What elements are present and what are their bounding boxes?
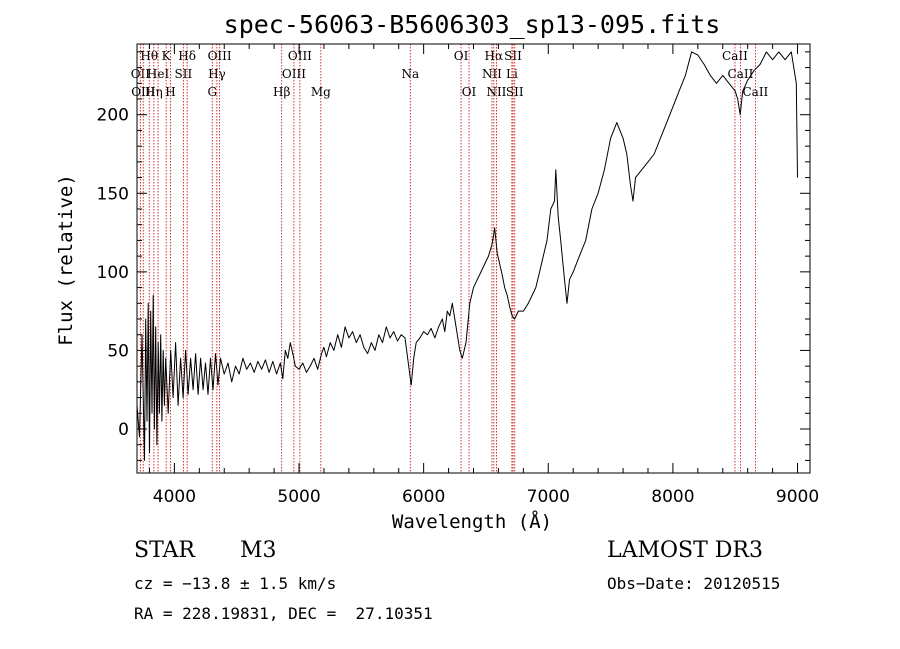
line-marker-label: CaII (742, 85, 768, 99)
line-marker-label: H (165, 85, 175, 99)
line-marker-label: Hγ (208, 67, 226, 81)
x-axis: 4000 5000 6000 7000 8000 9000 (148, 44, 819, 507)
spectrum-series (136, 51, 798, 461)
line-marker-label: K (162, 49, 172, 63)
x-tick-label: 4000 (153, 487, 196, 507)
x-tick-label: 5000 (277, 487, 320, 507)
survey-name: LAMOST DR3 (607, 538, 763, 563)
chart-title: spec-56063-B5606303_sp13-095.fits (224, 10, 721, 39)
line-marker-label: Na (401, 67, 419, 81)
line-marker-label: OIII (208, 49, 232, 63)
x-tick-label: 8000 (651, 487, 694, 507)
y-tick-label: 150 (97, 184, 129, 204)
line-marker-label: OI (462, 85, 477, 99)
line-marker-label: SII (504, 49, 522, 63)
plot-frame (136, 43, 811, 474)
y-tick-label: 200 (97, 106, 129, 126)
line-marker-label: OII (131, 67, 151, 81)
y-axis: 0 50 100 150 200 (97, 51, 810, 461)
line-marker-label: G (207, 85, 217, 99)
line-marker-label: OI (454, 49, 469, 63)
y-axis-label: Flux (relative) (55, 174, 77, 346)
line-marker-label: NII (486, 85, 506, 99)
y-tick-label: 100 (97, 263, 129, 283)
observation-date: Obs−Date: 20120515 (607, 574, 781, 593)
spectrum-series-group (136, 51, 798, 461)
line-marker-label: OIII (288, 49, 312, 63)
line-marker-label: Hβ (273, 85, 290, 99)
coordinates: RA = 228.19831, DEC = 27.10351 (134, 604, 433, 623)
line-marker-label: CaII (722, 49, 748, 63)
line-marker-label: HeI (147, 67, 170, 81)
x-axis-label: Wavelength (Å) (392, 510, 552, 533)
object-subclass: M3 (240, 538, 277, 563)
y-tick-label: 50 (107, 341, 129, 361)
line-marker-label: Li (506, 67, 518, 81)
line-marker-label: SII (506, 85, 524, 99)
redshift-info: cz = −13.8 ± 1.5 km/s (134, 574, 337, 593)
line-marker-label: Hα (485, 49, 504, 63)
line-marker-label: OIII (282, 67, 306, 81)
line-marker-label: Hθ (140, 49, 158, 63)
line-marker-label: Hη (145, 85, 163, 99)
x-tick-label: 6000 (402, 487, 445, 507)
line-marker-label: CaII (728, 67, 754, 81)
object-class: STAR (134, 538, 195, 563)
line-marker-group: OIIOIIIHθHηHeIKHSIIHδGHγOIIIHβOIIIOIIIMg… (131, 44, 769, 473)
y-tick-label: 0 (118, 420, 129, 440)
line-marker-label: Mg (311, 85, 331, 99)
x-tick-label: 9000 (776, 487, 819, 507)
line-marker-label: NII (482, 67, 502, 81)
line-marker-label: Hδ (178, 49, 196, 63)
line-marker-label: SII (175, 67, 193, 81)
x-tick-label: 7000 (527, 487, 570, 507)
